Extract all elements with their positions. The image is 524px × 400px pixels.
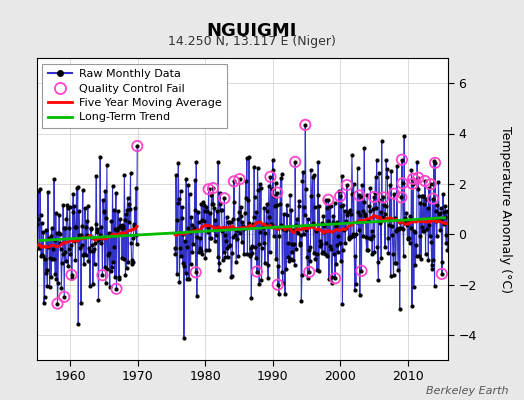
Point (409, 176, 418, 182)
Point (390, 190, 398, 197)
Point (274, 282, 282, 288)
Point (421, 178, 429, 184)
Text: NGUIGMI: NGUIGMI (206, 22, 297, 40)
Point (133, 143, 141, 149)
Point (235, 176, 244, 182)
Point (357, 268, 366, 274)
Point (112, 286, 121, 292)
Point (427, 181, 435, 188)
Point (343, 182, 351, 188)
Point (398, 156, 406, 163)
Point (209, 185, 217, 191)
Legend: Raw Monthly Data, Quality Control Fail, Five Year Moving Average, Long-Term Tren: Raw Monthly Data, Quality Control Fail, … (42, 64, 227, 128)
Point (408, 181, 417, 187)
Point (253, 268, 261, 275)
Point (266, 174, 275, 180)
Point (191, 269, 200, 276)
Point (398, 180, 407, 186)
Point (379, 194, 388, 201)
Point (336, 193, 344, 200)
Point (230, 178, 238, 184)
Point (414, 174, 422, 181)
Point (429, 196, 437, 202)
Point (291, 159, 299, 165)
Point (431, 160, 439, 166)
Point (67, 272, 75, 278)
Point (355, 192, 364, 199)
Point (98, 272, 106, 278)
Point (331, 275, 339, 282)
Point (397, 194, 406, 201)
Text: Berkeley Earth: Berkeley Earth (426, 386, 508, 396)
Point (60, 294, 69, 300)
Y-axis label: Temperature Anomaly (°C): Temperature Anomaly (°C) (499, 126, 512, 292)
Point (369, 194, 378, 200)
Point (273, 189, 281, 196)
Point (53, 300, 62, 307)
Point (305, 269, 313, 275)
Point (204, 186, 213, 192)
Point (301, 122, 310, 128)
Point (220, 195, 228, 202)
Text: 14.250 N, 13.117 E (Niger): 14.250 N, 13.117 E (Niger) (168, 35, 335, 48)
Point (438, 271, 446, 277)
Point (324, 196, 333, 203)
